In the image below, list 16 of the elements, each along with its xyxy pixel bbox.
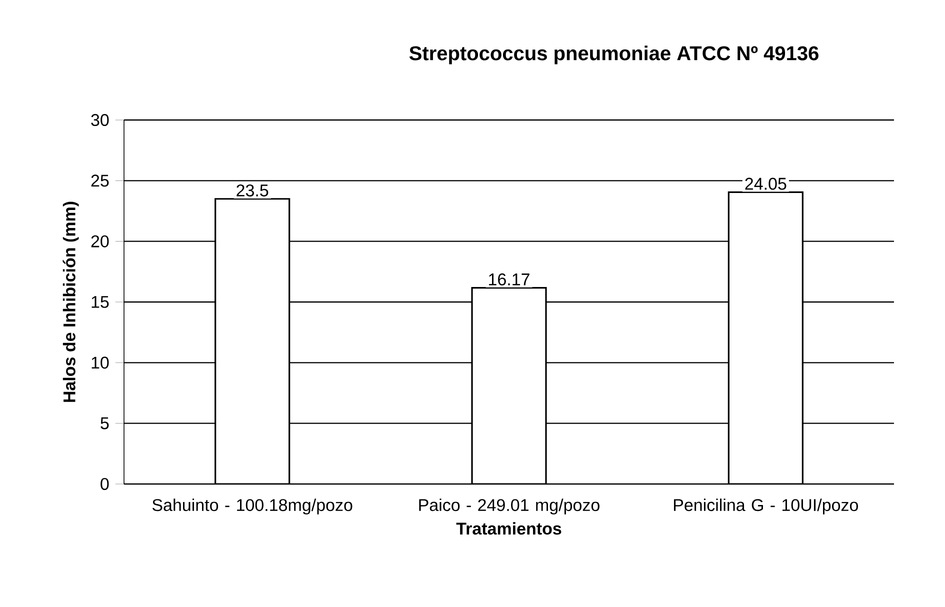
y-tick-label: 15 [92,296,109,308]
x-tick-label: Sahuinto - 100.18mg/pozo [152,498,352,514]
data-label: 24.05 [745,178,786,190]
chart-title: Streptococcus pneumoniae ATCC Nº 49136 [409,46,818,64]
data-label: 16.17 [489,273,530,286]
y-tick-label: 10 [92,356,109,369]
y-tick-label: 20 [91,235,109,248]
y-tick-label: 25 [91,174,109,187]
x-tick-label: Paico - 249.01 mg/pozo [419,498,600,514]
y-axis-title: Halos de Inhibición (mm) [62,202,79,402]
x-tick-label: Penicilina G - 10UI/pozo [674,498,858,514]
x-axis-title: Tratamientos [456,522,562,535]
y-tick-label: 0 [100,478,109,490]
y-tick-label: 5 [100,417,109,430]
data-label: 23.5 [236,184,268,196]
y-tick-label: 30 [91,114,109,126]
